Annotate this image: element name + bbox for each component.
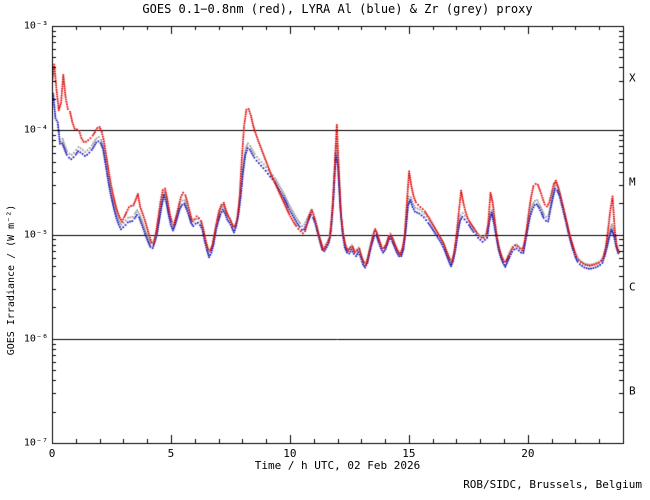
x-tick-label: 20 bbox=[521, 447, 535, 460]
x-tick-label: 10 bbox=[283, 447, 297, 460]
credit-text: ROB/SIDC, Brussels, Belgium bbox=[463, 478, 642, 491]
y-tick-label: 10⁻⁴ bbox=[23, 124, 48, 136]
chart-title: GOES 0.1−0.8nm (red), LYRA Al (blue) & Z… bbox=[142, 2, 533, 16]
y-tick-label: 10⁻⁷ bbox=[23, 437, 48, 449]
x-tick-label: 0 bbox=[48, 447, 56, 460]
flare-class-label-c: C bbox=[629, 280, 636, 294]
y-tick-label: 10⁻⁶ bbox=[23, 333, 48, 345]
y-tick-label: 10⁻³ bbox=[23, 20, 48, 32]
flare-class-label-x: X bbox=[629, 71, 636, 85]
x-axis-title: Time / h UTC, 02 Feb 2026 bbox=[254, 459, 421, 472]
y-tick-label: 10⁻⁵ bbox=[23, 229, 48, 240]
x-tick-label: 15 bbox=[402, 447, 416, 460]
x-tick-label: 5 bbox=[167, 447, 175, 460]
flare-class-label-m: M bbox=[629, 175, 636, 189]
flare-class-label-b: B bbox=[629, 384, 636, 398]
